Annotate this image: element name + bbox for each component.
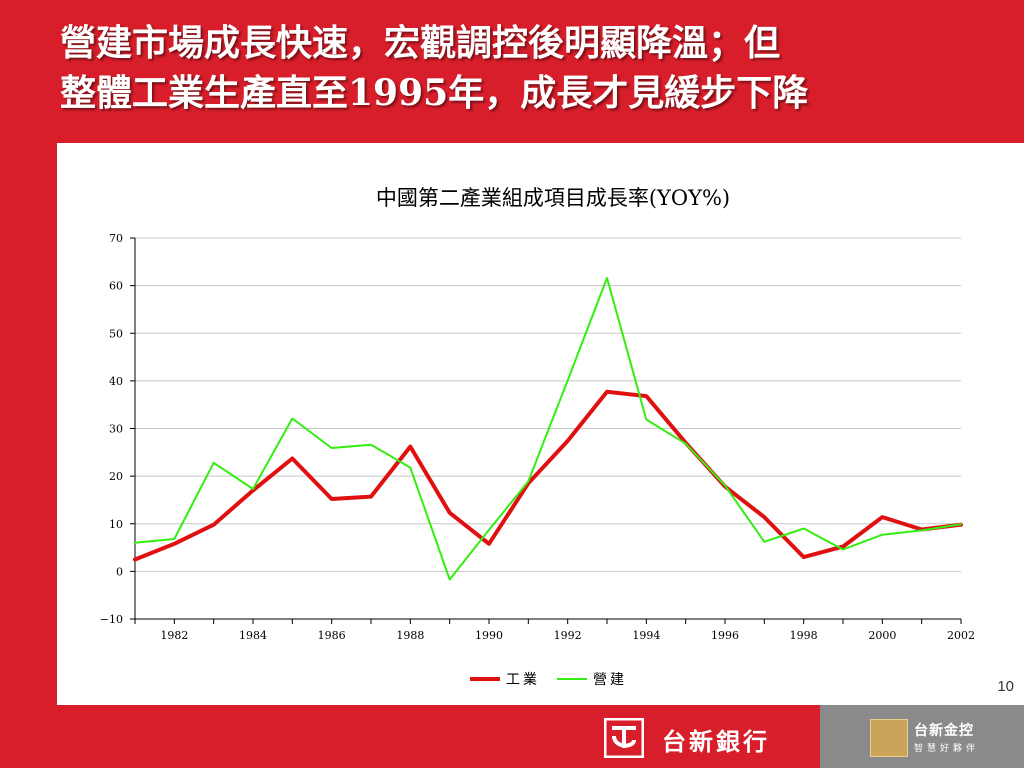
x-tick-label: 1998 [790, 629, 818, 642]
chart-panel: 中國第二產業組成項目成長率(YOY%) 70 60 50 40 30 20 10 0 −10 1… [57, 143, 1024, 705]
chart-series [133, 277, 963, 581]
x-axis-tick-labels: 1982 1984 1986 1988 1990 1992 1994 1996 1998 2000… [160, 629, 975, 642]
x-tick-label: 1984 [239, 629, 267, 642]
y-tick-label: 10 [109, 518, 123, 531]
x-tick-label: 2002 [947, 629, 975, 642]
page-number: 10 [997, 678, 1014, 695]
slide-title: 營建市場成長快速，宏觀調控後明顯降溫；但 整體工業生產直至1995年，成長才見緩… [60, 18, 1000, 118]
x-tick-label: 1982 [160, 629, 188, 642]
x-tick-label: 1988 [396, 629, 424, 642]
y-tick-label: −10 [100, 613, 123, 626]
slide-title-line-2: 整體工業生產直至1995年，成長才見緩步下降 [60, 72, 809, 114]
slide-title-line-1: 營建市場成長快速，宏觀調控後明顯降溫；但 [60, 22, 781, 64]
chart-legend: 工業 營建 [470, 672, 627, 688]
y-tick-label: 50 [109, 327, 123, 340]
footer-holding-block [820, 705, 1024, 768]
y-tick-label: 20 [109, 470, 123, 483]
series-line-construction [134, 277, 962, 581]
taishin-bank-logo-icon [604, 718, 644, 758]
chart-title: 中國第二產業組成項目成長率(YOY%) [376, 186, 730, 210]
y-tick-label: 60 [109, 280, 123, 293]
y-tick-label: 30 [109, 423, 123, 436]
y-tick-label: 70 [109, 232, 123, 245]
legend-label: 營建 [593, 672, 627, 688]
y-tick-label: 0 [116, 565, 123, 578]
x-tick-label: 1996 [711, 629, 739, 642]
x-tick-label: 1992 [554, 629, 582, 642]
x-tick-label: 1990 [475, 629, 503, 642]
x-tick-label: 1994 [632, 629, 660, 642]
legend-label: 工業 [506, 672, 540, 688]
bank-name: 台新銀行 [662, 728, 770, 756]
taishin-holding-logo-icon [870, 719, 908, 757]
x-tick-label: 1986 [318, 629, 346, 642]
holding-slogan: 智慧好夥伴 [914, 744, 980, 754]
series-line-industry [133, 389, 963, 562]
y-tick-label: 40 [109, 375, 123, 388]
line-chart: 中國第二產業組成項目成長率(YOY%) 70 60 50 40 30 20 10 0 −10 1… [100, 186, 975, 688]
chart-axes [130, 237, 962, 624]
holding-name: 台新金控 [914, 723, 974, 739]
y-axis-tick-labels: 70 60 50 40 30 20 10 0 −10 [100, 232, 123, 626]
x-tick-label: 2000 [868, 629, 896, 642]
